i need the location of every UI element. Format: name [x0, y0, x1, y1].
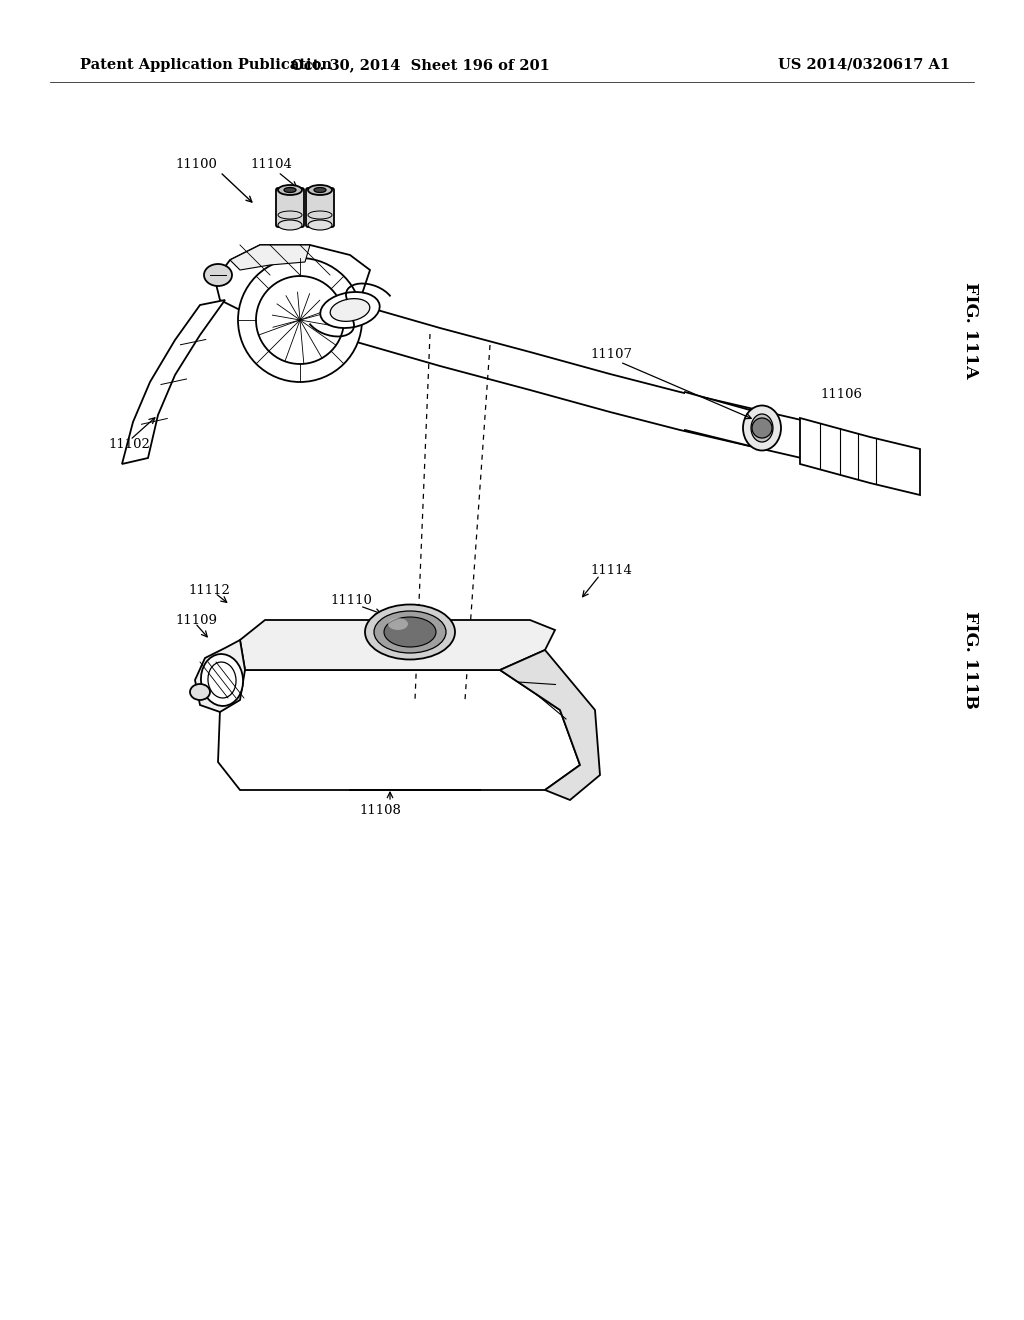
Polygon shape	[122, 300, 225, 465]
Text: 11110: 11110	[330, 594, 372, 606]
Text: 11106: 11106	[820, 388, 862, 401]
Ellipse shape	[308, 185, 332, 195]
Text: 11102: 11102	[108, 438, 150, 451]
Circle shape	[752, 418, 772, 438]
Polygon shape	[500, 649, 600, 800]
Polygon shape	[800, 418, 920, 495]
Text: 11109: 11109	[175, 614, 217, 627]
Text: 11107: 11107	[590, 348, 632, 362]
Text: 11104: 11104	[250, 158, 292, 172]
Ellipse shape	[201, 653, 243, 706]
Ellipse shape	[751, 414, 773, 442]
Text: 11112: 11112	[188, 583, 229, 597]
Ellipse shape	[365, 605, 455, 660]
Circle shape	[238, 257, 362, 381]
Ellipse shape	[374, 611, 446, 653]
Circle shape	[256, 276, 344, 364]
Text: 11108: 11108	[359, 804, 401, 817]
Ellipse shape	[208, 663, 237, 698]
Ellipse shape	[278, 220, 302, 230]
Text: FIG. 111B: FIG. 111B	[962, 611, 979, 709]
Text: Oct. 30, 2014  Sheet 196 of 201: Oct. 30, 2014 Sheet 196 of 201	[291, 58, 550, 73]
Polygon shape	[685, 392, 750, 446]
Polygon shape	[295, 285, 810, 459]
Polygon shape	[215, 246, 370, 319]
Ellipse shape	[321, 292, 380, 327]
Text: 11114: 11114	[590, 564, 632, 577]
FancyBboxPatch shape	[306, 187, 334, 227]
Text: Patent Application Publication: Patent Application Publication	[80, 58, 332, 73]
Polygon shape	[218, 671, 580, 789]
Ellipse shape	[388, 618, 408, 630]
Polygon shape	[240, 620, 555, 671]
Ellipse shape	[284, 187, 296, 193]
Text: 11100: 11100	[175, 158, 217, 172]
Text: US 2014/0320617 A1: US 2014/0320617 A1	[778, 58, 950, 73]
Ellipse shape	[278, 185, 302, 195]
Ellipse shape	[330, 298, 370, 321]
Polygon shape	[195, 640, 245, 711]
Ellipse shape	[314, 187, 326, 193]
Ellipse shape	[743, 405, 781, 450]
FancyBboxPatch shape	[276, 187, 304, 227]
Ellipse shape	[384, 616, 436, 647]
Ellipse shape	[308, 220, 332, 230]
Polygon shape	[230, 246, 310, 271]
Text: FIG. 111A: FIG. 111A	[962, 281, 979, 379]
Ellipse shape	[190, 684, 210, 700]
Ellipse shape	[204, 264, 232, 286]
